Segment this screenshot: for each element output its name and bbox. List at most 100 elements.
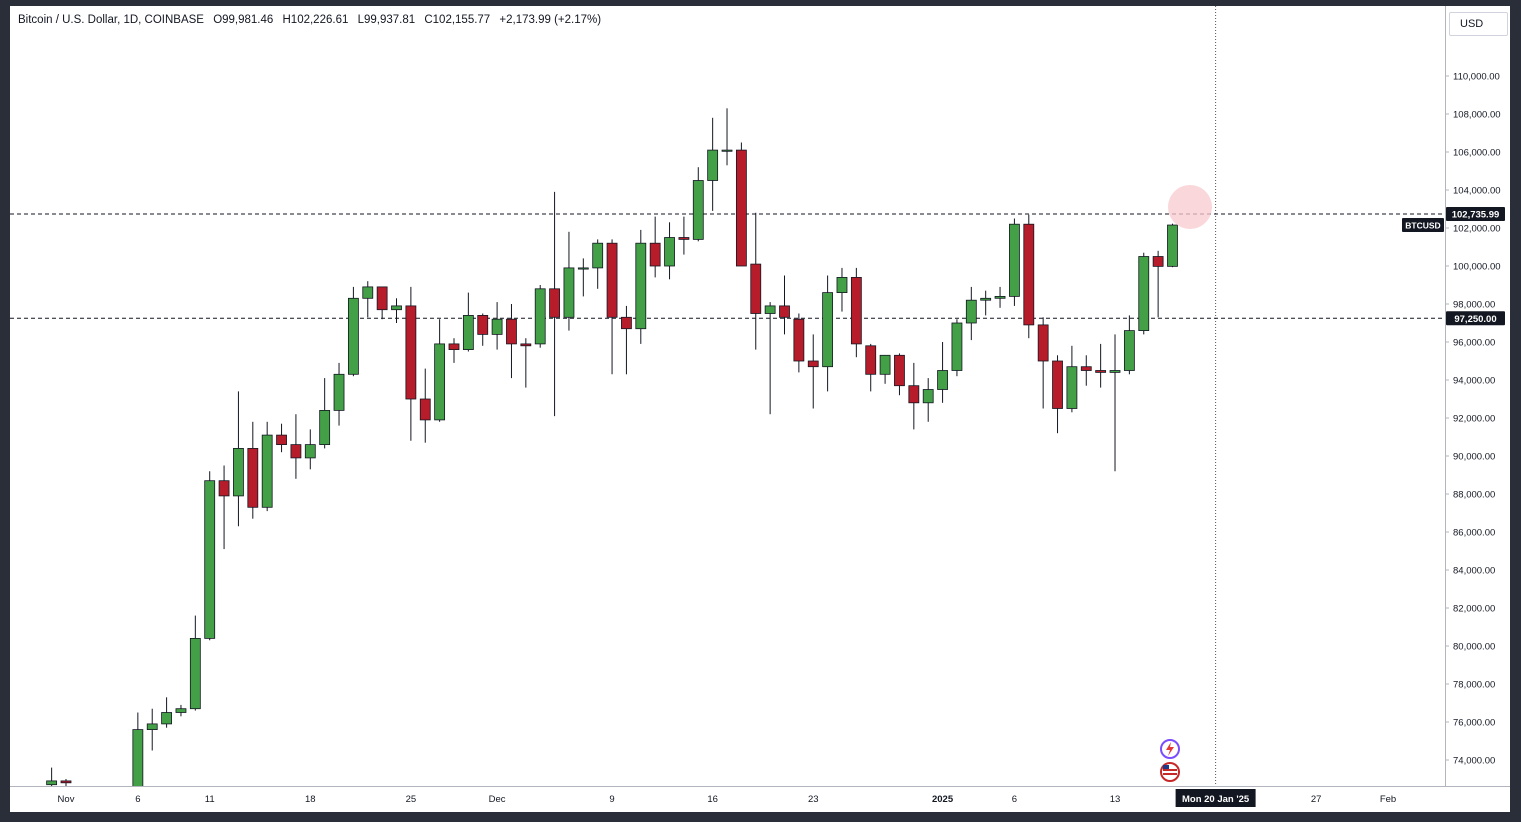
lightning-icon[interactable] <box>1160 739 1180 759</box>
us-flag-icon-canton <box>1163 765 1169 769</box>
symbol-legend: Bitcoin / U.S. Dollar, 1D, COINBASE O99,… <box>18 14 607 26</box>
candle-body-up <box>721 149 733 152</box>
legend-close: C102,155.77 <box>424 14 491 26</box>
price-line-label-text: 102,735.99 <box>1452 210 1500 221</box>
symbol-tag-background <box>1402 218 1444 233</box>
time-tick-label: 25 <box>406 794 417 805</box>
candle <box>405 286 417 441</box>
candle <box>1095 343 1107 388</box>
price-axis-background <box>1445 6 1510 786</box>
candle <box>563 231 575 331</box>
time-tick-label: Nov <box>58 794 75 805</box>
candle-body-up <box>233 447 244 497</box>
candle <box>261 421 273 512</box>
candle-body-up <box>965 299 977 324</box>
candle-body-down <box>477 314 489 335</box>
candle <box>1152 250 1164 318</box>
symbol-tag: BTCUSD <box>1402 218 1444 233</box>
candle-body-down <box>520 343 532 347</box>
lightning-icon-ring <box>1160 739 1180 759</box>
price-line-label-background <box>1446 311 1505 326</box>
candle-body-up <box>434 343 446 421</box>
candle-body-down <box>60 780 72 784</box>
candle <box>764 302 776 415</box>
candle <box>692 167 704 242</box>
candle-body-up <box>980 297 992 301</box>
candle-body-up <box>189 638 201 710</box>
candle-body-down <box>276 434 287 446</box>
candle <box>132 712 144 791</box>
candle-body-down <box>1152 256 1164 267</box>
candle <box>937 342 948 403</box>
time-tick-label: 11 <box>205 794 215 805</box>
price-line-label: 97,250.00 <box>1446 311 1505 326</box>
candle-body-up <box>175 708 187 713</box>
candle-body-up <box>261 434 273 508</box>
price-tick-label: 100,000.00 <box>1453 262 1501 273</box>
candle <box>635 229 647 344</box>
lightning-icon-bolt <box>1166 742 1174 756</box>
candle-body-down <box>405 305 417 400</box>
us-flag-icon-stripe <box>1163 773 1177 775</box>
candle <box>319 378 331 449</box>
candle <box>1066 345 1078 413</box>
candle <box>46 767 58 789</box>
price-axis[interactable]: 74,000.00 76,000.00 78,000.00 80,000.00 82,0… <box>1445 6 1510 786</box>
candle <box>922 378 934 422</box>
candle-body-down <box>419 398 431 421</box>
candle-body-down <box>678 237 690 240</box>
candle-body-up <box>347 297 359 375</box>
candle <box>850 267 862 358</box>
crosshair-date-text: Mon 20 Jan '25 <box>1182 794 1250 805</box>
candle-body-up <box>707 149 719 181</box>
candle <box>448 338 460 363</box>
candle-body-up <box>879 354 891 375</box>
candle <box>750 212 762 350</box>
time-axis[interactable]: Nov 6 11 18 25 Dec 9 16 23 2025 6 13 27 Feb Mon 20 Jan… <box>10 786 1510 812</box>
time-tick-label: 2025 <box>932 794 954 805</box>
candle <box>592 239 604 289</box>
candle <box>175 704 187 717</box>
price-lines[interactable] <box>10 213 1445 319</box>
us-flag-icon-stripe <box>1163 769 1177 771</box>
price-tick-label: 102,000.00 <box>1453 224 1501 235</box>
candle <box>146 708 158 751</box>
candle <box>735 142 747 267</box>
time-tick-label: 9 <box>609 794 614 805</box>
candle <box>965 286 977 341</box>
legend-high: H102,226.61 <box>282 14 349 26</box>
candle <box>951 319 963 377</box>
candle <box>290 414 302 479</box>
price-tick-label: 94,000.00 <box>1453 376 1495 387</box>
currency-button[interactable]: USD <box>1449 12 1508 36</box>
candle <box>347 286 359 377</box>
candle <box>1052 355 1063 434</box>
time-tick-label: 6 <box>1012 794 1017 805</box>
overlay-icons[interactable] <box>1160 185 1212 782</box>
candle-body-up <box>1167 224 1178 267</box>
candle-body-down <box>1023 223 1035 326</box>
cursor-highlight <box>1168 185 1212 229</box>
candle <box>1167 223 1178 268</box>
candle-body-down <box>506 318 517 345</box>
candle-body-down <box>1095 370 1107 373</box>
candle <box>1123 315 1135 375</box>
candle-body-up <box>491 318 503 335</box>
candle-body-up <box>391 305 402 311</box>
candle-body-up <box>161 712 172 725</box>
time-tick-label: 6 <box>135 794 140 805</box>
time-tick-label: 18 <box>305 794 316 805</box>
candle <box>994 286 1006 308</box>
candle-body-up <box>994 295 1006 299</box>
candle <box>664 222 675 280</box>
time-tick-label: 16 <box>707 794 718 805</box>
candle <box>879 354 891 384</box>
chart-area[interactable] <box>10 6 1510 812</box>
candle <box>462 292 474 352</box>
symbol-tag-text: BTCUSD <box>1405 221 1440 231</box>
candle-body-up <box>304 444 316 459</box>
crosshair-date-background <box>1175 789 1256 807</box>
us-flag-icon[interactable] <box>1160 762 1180 782</box>
